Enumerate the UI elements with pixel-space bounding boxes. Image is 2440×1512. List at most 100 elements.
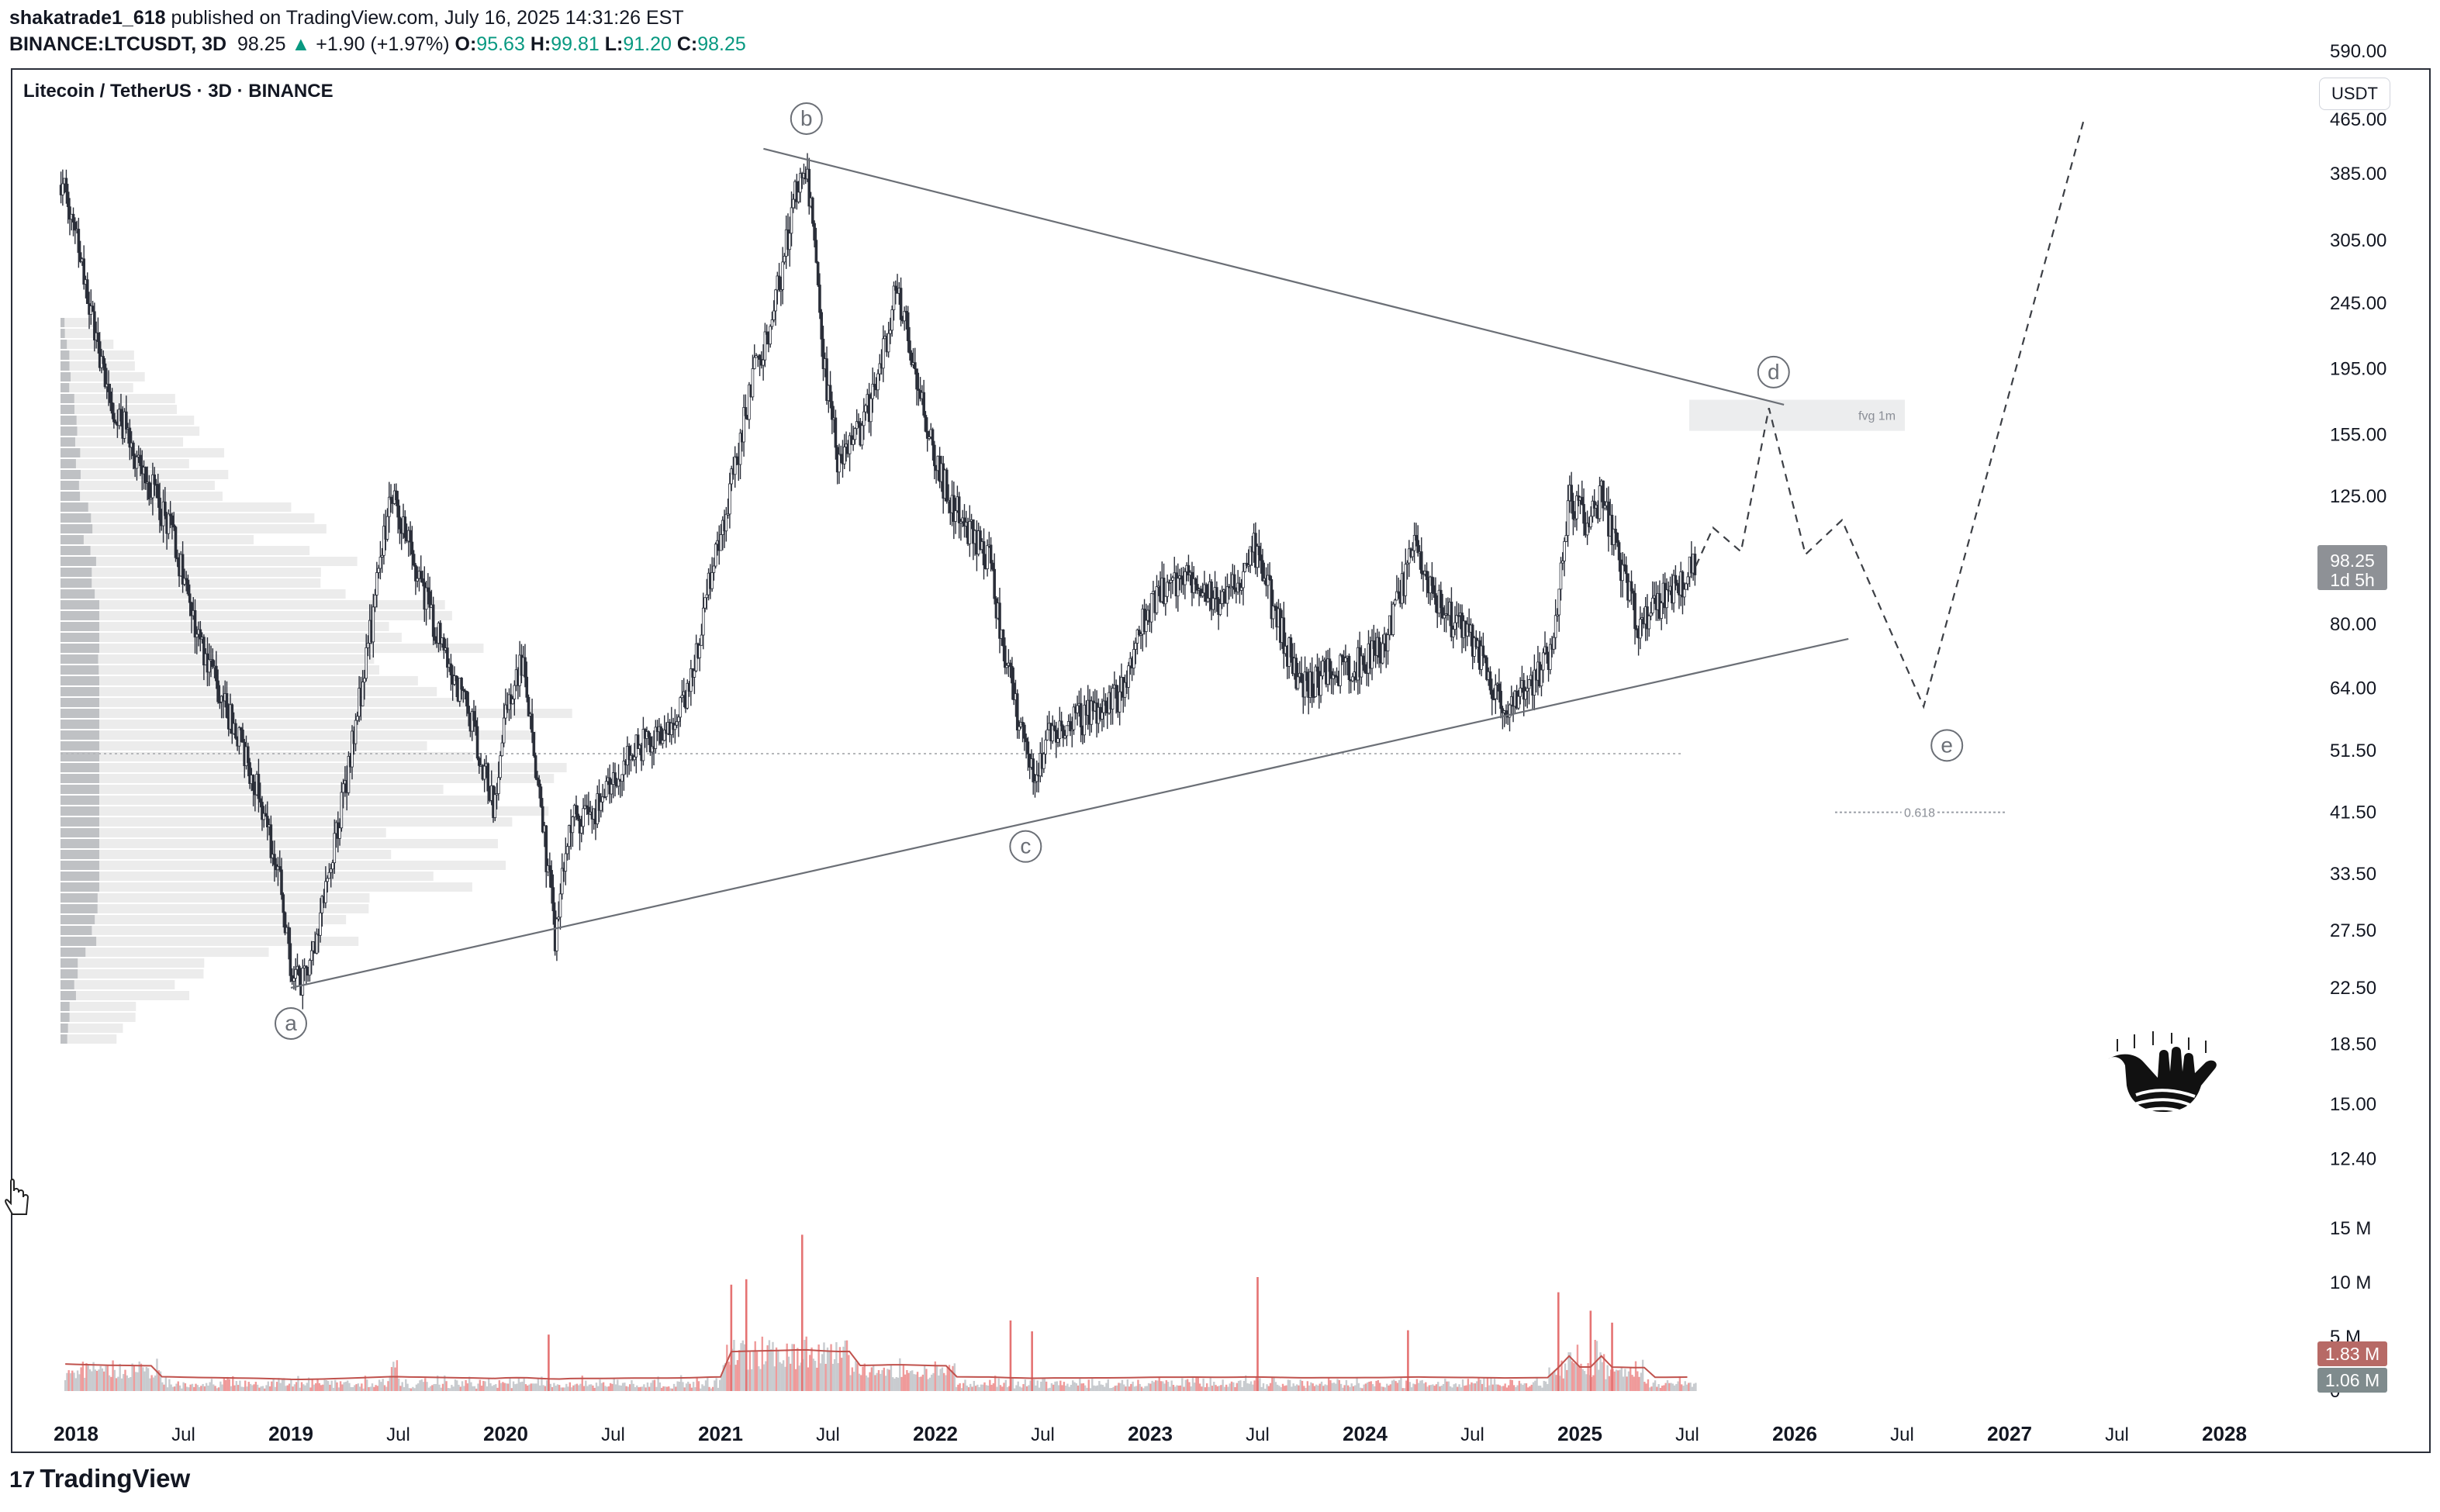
volume-bar — [461, 1381, 464, 1391]
trendline-lower[interactable] — [290, 637, 1849, 989]
candle-body — [305, 965, 308, 968]
volume-bar — [762, 1364, 766, 1391]
volume-bar — [779, 1362, 781, 1391]
candle-body — [465, 691, 468, 706]
volume-profile-value-area — [60, 340, 67, 349]
volume-profile-row — [60, 730, 537, 740]
volume-bar — [489, 1383, 492, 1391]
candle-body — [472, 711, 475, 721]
volume-bar — [1350, 1383, 1353, 1391]
volume-profile-value-area — [60, 785, 99, 794]
volume-bar — [1691, 1386, 1694, 1391]
volume-bar — [872, 1365, 875, 1391]
volume-spike — [730, 1284, 733, 1391]
volume-bar — [486, 1386, 489, 1391]
volume-bar — [1354, 1385, 1357, 1391]
candle-body — [171, 515, 174, 526]
volume-bar — [1619, 1369, 1621, 1391]
currency-button[interactable]: USDT — [2319, 78, 2390, 110]
volume-bar — [914, 1374, 917, 1391]
volume-bar — [953, 1363, 956, 1391]
tradingview-logo[interactable]: 17 TradingView — [9, 1464, 190, 1493]
trendline-upper[interactable] — [763, 147, 1785, 406]
volume-bar — [989, 1379, 991, 1391]
candle-body — [620, 774, 624, 782]
symbol-label[interactable]: BINANCE:LTCUSDT, 3D — [9, 33, 227, 55]
volume-profile-row — [60, 676, 418, 685]
volume-bar — [1529, 1386, 1531, 1391]
candle-body — [347, 756, 351, 793]
author-name[interactable]: shakatrade1_618 — [9, 7, 166, 29]
volume-bar — [624, 1383, 626, 1391]
volume-profile-row — [60, 763, 567, 772]
volume-bar — [1232, 1382, 1235, 1391]
candle-body — [1560, 561, 1564, 564]
volume-bar — [202, 1383, 204, 1391]
volume-profile-value-area — [60, 872, 99, 881]
wave-label-d[interactable]: d — [1757, 355, 1790, 388]
price-tick-label: 155.00 — [2330, 424, 2386, 445]
candle-body — [500, 742, 504, 757]
volume-profile-value-area — [60, 698, 99, 707]
volume-bar — [69, 1373, 72, 1391]
volume-bar — [1015, 1385, 1018, 1391]
candle-body — [636, 734, 640, 749]
candle-body — [354, 720, 358, 744]
volume-bar — [348, 1383, 351, 1391]
volume-bar — [383, 1385, 386, 1391]
volume-bar — [195, 1383, 197, 1391]
volume-bar — [888, 1369, 890, 1391]
volume-bar — [787, 1356, 790, 1391]
volume-bar — [1543, 1380, 1545, 1391]
volume-bar — [138, 1361, 140, 1391]
volume-profile-value-area — [60, 329, 65, 338]
candle-body — [1137, 630, 1141, 636]
volume-bar — [572, 1385, 575, 1391]
volume-bar — [955, 1386, 958, 1391]
volume-bar — [597, 1386, 600, 1391]
candle-body — [1145, 620, 1148, 632]
volume-bar — [503, 1383, 506, 1391]
volume-bar — [585, 1380, 587, 1391]
volume-bar — [1554, 1371, 1556, 1391]
fvg-zone[interactable] — [1689, 399, 1905, 431]
candle-body — [852, 439, 855, 445]
candle-body — [333, 833, 337, 864]
volume-profile-row — [60, 546, 310, 555]
candle-body — [292, 978, 295, 982]
volume-profile-value-area — [60, 524, 93, 533]
wave-label-c[interactable]: c — [1009, 830, 1042, 863]
open-label: O: — [454, 33, 477, 55]
candle-body — [719, 534, 723, 551]
candle-body — [724, 513, 728, 532]
candle-body — [1559, 562, 1563, 590]
volume-bar — [646, 1382, 649, 1391]
volume-bar — [492, 1385, 496, 1391]
candle-body — [124, 411, 128, 430]
candle-body — [434, 636, 437, 641]
wave-label-e[interactable]: e — [1930, 729, 1964, 762]
volume-bar — [1447, 1381, 1450, 1391]
volume-bar — [798, 1365, 800, 1391]
wave-label-b[interactable]: b — [790, 102, 823, 135]
candle-body — [428, 591, 431, 608]
volume-bar — [928, 1377, 931, 1391]
projection-path[interactable] — [1695, 116, 2086, 709]
volume-bar — [715, 1378, 717, 1391]
time-tick-label: Jul — [816, 1424, 840, 1445]
candle-body — [820, 312, 824, 340]
volume-bar — [249, 1383, 252, 1391]
volume-bar — [1401, 1388, 1404, 1391]
volume-bar — [542, 1385, 544, 1391]
volume-bar — [1666, 1380, 1669, 1391]
volume-bar — [1245, 1375, 1247, 1391]
wave-label-a[interactable]: a — [275, 1007, 307, 1040]
volume-bar — [747, 1369, 749, 1391]
candle-body — [928, 437, 931, 439]
candle-body — [1025, 737, 1028, 743]
candle-body — [1215, 587, 1218, 599]
volume-bar — [565, 1383, 568, 1391]
candle-body — [340, 792, 344, 829]
volume-bar — [452, 1386, 454, 1391]
